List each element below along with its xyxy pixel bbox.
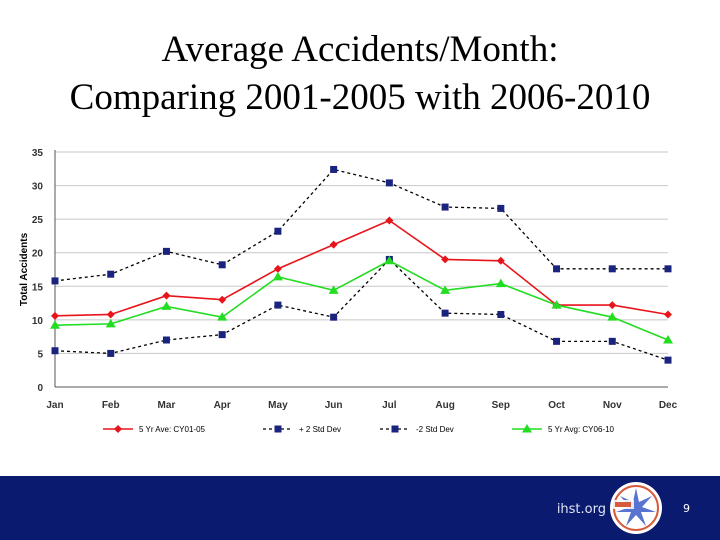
legend-item: -2 Std Dev <box>380 425 454 434</box>
x-tick-label: Aug <box>435 400 454 411</box>
x-tick-label: Jun <box>325 400 343 411</box>
y-axis-title: Total Accidents <box>19 232 30 306</box>
series-line <box>54 258 669 361</box>
slide-title: Average Accidents/Month: Comparing 2001-… <box>0 26 720 122</box>
data-point <box>384 255 395 265</box>
x-tick-label: Nov <box>603 400 622 411</box>
y-tick-label: 5 <box>37 349 43 360</box>
footer-bar: ihst.org 9 <box>0 476 720 540</box>
x-tick-label: Sep <box>492 400 510 411</box>
legend-item: 5 Yr Avg: CY06-10 <box>512 424 615 434</box>
data-point <box>161 301 172 310</box>
data-point <box>330 313 338 321</box>
series-line <box>54 168 668 282</box>
data-point <box>273 264 282 273</box>
data-point <box>218 295 227 304</box>
data-point <box>440 285 451 294</box>
x-tick-label: Feb <box>102 400 120 411</box>
legend-label: 5 Yr Avg: CY06-10 <box>548 425 615 434</box>
y-tick-label: 35 <box>32 148 44 159</box>
data-point <box>495 278 506 288</box>
data-point <box>608 301 617 310</box>
data-point <box>608 337 616 345</box>
data-point <box>272 271 283 281</box>
x-tick-label: Jul <box>382 400 397 411</box>
data-point <box>385 179 393 187</box>
ihst-logo-icon <box>610 482 662 534</box>
data-point <box>385 216 394 225</box>
axes: 0 5 10 15 20 25 30 35 Jan Feb Mar Apr May Jun Jul Aug Se… <box>19 148 678 411</box>
data-point <box>441 203 449 211</box>
data-point <box>497 204 505 212</box>
data-point <box>218 331 226 339</box>
x-tick-label: Jan <box>46 400 63 411</box>
data-point <box>441 255 450 264</box>
legend-label: + 2 Std Dev <box>299 425 341 434</box>
x-tick-label: Mar <box>158 400 176 411</box>
series-line <box>54 219 669 317</box>
data-point <box>162 336 170 344</box>
data-point <box>328 285 339 294</box>
legend: 5 Yr Ave: CY01-05 + 2 Std Dev -2 Std Dev 5 … <box>103 424 615 434</box>
data-point <box>218 261 226 269</box>
data-point <box>664 310 672 319</box>
data-point <box>497 310 505 318</box>
data-point <box>162 291 171 300</box>
series-2 <box>51 165 672 285</box>
legend-label: 5 Yr Ave: CY01-05 <box>139 425 206 434</box>
data-point <box>551 300 562 309</box>
data-point <box>329 240 338 249</box>
y-tick-label: 20 <box>32 249 44 260</box>
data-point <box>608 265 616 273</box>
data-point <box>106 310 115 319</box>
data-point <box>217 312 228 321</box>
legend-swatch-marker <box>522 424 532 433</box>
series-line <box>54 259 669 341</box>
y-tick-label: 25 <box>32 215 44 226</box>
y-tick-label: 0 <box>37 383 43 394</box>
data-point <box>107 270 115 278</box>
footer-site-url: ihst.org <box>556 502 606 517</box>
data-point <box>50 320 60 329</box>
data-point <box>274 301 282 309</box>
series-4 <box>50 255 673 344</box>
data-point <box>663 335 673 344</box>
series-1 <box>51 216 672 320</box>
data-point <box>664 265 672 273</box>
legend-item: + 2 Std Dev <box>263 425 341 434</box>
y-tick-label: 30 <box>32 182 44 193</box>
x-tick-label: Apr <box>214 400 231 411</box>
data-point <box>607 312 618 321</box>
data-point <box>51 311 59 320</box>
data-point <box>664 356 672 364</box>
data-point <box>441 309 449 317</box>
series-lines <box>50 165 673 364</box>
legend-swatch-marker <box>391 425 399 433</box>
x-tick-label: May <box>268 400 288 411</box>
page-number: 9 <box>683 502 690 515</box>
data-point <box>553 265 561 273</box>
legend-item: 5 Yr Ave: CY01-05 <box>103 425 206 434</box>
data-point <box>162 247 170 255</box>
legend-label: -2 Std Dev <box>416 425 454 434</box>
data-point <box>330 165 338 173</box>
data-point <box>51 347 59 355</box>
x-tick-label: Dec <box>659 400 678 411</box>
data-point <box>105 318 116 328</box>
slide-title-line-2: Comparing 2001-2005 with 2006-2010 <box>69 77 651 118</box>
x-tick-label: Oct <box>548 400 565 411</box>
slide-title-line-1: Average Accidents/Month: <box>161 29 559 70</box>
data-point <box>51 277 59 285</box>
data-point <box>553 337 561 345</box>
legend-swatch-marker <box>274 425 282 433</box>
accidents-line-chart: 0 5 10 15 20 25 30 35 Jan Feb Mar Apr May Jun Jul Aug Se… <box>19 148 678 434</box>
legend-swatch-marker <box>114 425 122 433</box>
data-point <box>107 349 115 357</box>
y-tick-label: 10 <box>32 316 44 327</box>
data-point <box>274 227 282 235</box>
gridlines <box>55 151 668 354</box>
data-point <box>496 256 505 265</box>
y-tick-label: 15 <box>32 282 44 293</box>
